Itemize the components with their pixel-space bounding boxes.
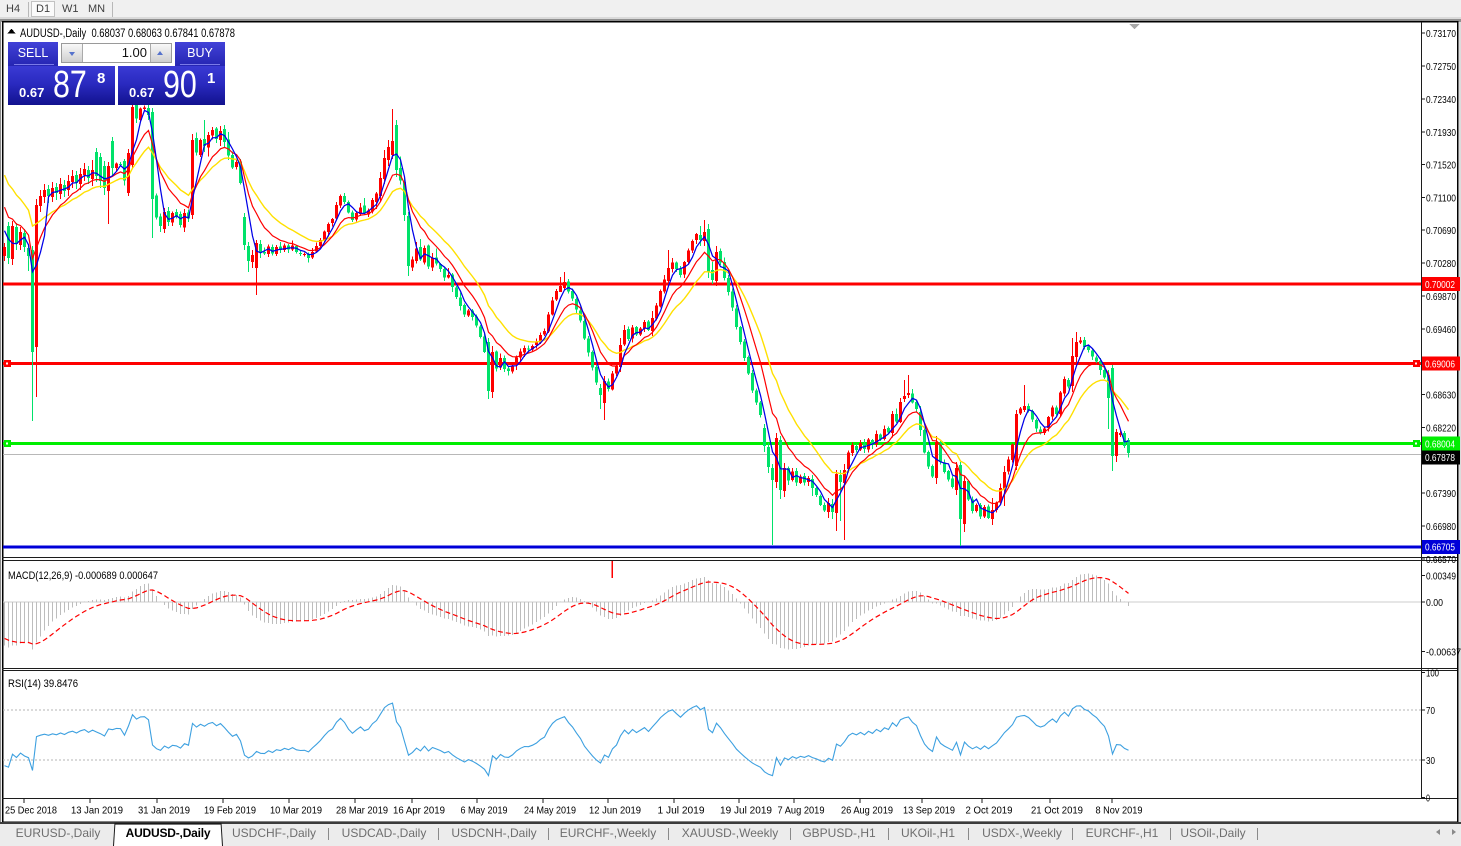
svg-text:0.00349: 0.00349	[1426, 570, 1456, 582]
svg-text:19 Feb 2019: 19 Feb 2019	[204, 805, 256, 817]
svg-text:25 Dec 2018: 25 Dec 2018	[5, 805, 57, 817]
svg-text:0.70002: 0.70002	[1425, 279, 1455, 291]
svg-text:0.67878: 0.67878	[1425, 452, 1455, 464]
svg-text:0.67390: 0.67390	[1426, 488, 1456, 500]
svg-text:RSI(14) 39.8476: RSI(14) 39.8476	[8, 678, 78, 690]
svg-text:0.71930: 0.71930	[1426, 127, 1456, 139]
svg-text:28 Mar 2019: 28 Mar 2019	[336, 805, 388, 817]
svg-text:13 Sep 2019: 13 Sep 2019	[903, 805, 955, 817]
svg-text:0.72750: 0.72750	[1426, 61, 1456, 73]
svg-text:10 Mar 2019: 10 Mar 2019	[270, 805, 322, 817]
svg-text:0.68630: 0.68630	[1426, 389, 1456, 401]
svg-text:100: 100	[1426, 667, 1439, 679]
svg-text:7 Aug 2019: 7 Aug 2019	[778, 805, 825, 817]
svg-text:19 Jul 2019: 19 Jul 2019	[720, 805, 772, 817]
svg-text:MACD(12,26,9) -0.000689 0.0006: MACD(12,26,9) -0.000689 0.000647	[8, 570, 158, 582]
svg-text:6 May 2019: 6 May 2019	[461, 805, 508, 817]
svg-text:0.69870: 0.69870	[1426, 291, 1456, 303]
svg-text:16 Apr 2019: 16 Apr 2019	[393, 805, 445, 817]
svg-text:0.66570: 0.66570	[1426, 554, 1456, 566]
svg-text:31 Jan 2019: 31 Jan 2019	[138, 805, 190, 817]
svg-text:0.69460: 0.69460	[1426, 324, 1456, 336]
svg-text:70: 70	[1426, 705, 1435, 717]
svg-text:0.69006: 0.69006	[1425, 358, 1455, 370]
svg-text:0.70280: 0.70280	[1426, 258, 1456, 270]
svg-text:21 Oct 2019: 21 Oct 2019	[1031, 805, 1083, 817]
svg-text:0.00: 0.00	[1426, 597, 1443, 609]
svg-text:AUDUSD-,Daily 0.68037 0.68063: AUDUSD-,Daily 0.68037 0.68063 0.67841 0.…	[20, 28, 235, 40]
svg-text:0.71520: 0.71520	[1426, 159, 1456, 171]
svg-text:0.70690: 0.70690	[1426, 225, 1456, 237]
svg-text:13 Jan 2019: 13 Jan 2019	[71, 805, 123, 817]
svg-text:0: 0	[1426, 792, 1430, 804]
svg-text:0.68004: 0.68004	[1425, 438, 1455, 450]
svg-text:0.73170: 0.73170	[1426, 28, 1456, 40]
svg-text:0.66980: 0.66980	[1426, 521, 1456, 533]
svg-text:30: 30	[1426, 755, 1435, 767]
svg-text:-0.00637: -0.00637	[1426, 646, 1461, 658]
svg-text:1 Jul 2019: 1 Jul 2019	[658, 805, 705, 817]
svg-text:26 Aug 2019: 26 Aug 2019	[841, 805, 893, 817]
svg-text:0.71100: 0.71100	[1426, 192, 1456, 204]
svg-text:2 Oct 2019: 2 Oct 2019	[966, 805, 1013, 817]
svg-text:24 May 2019: 24 May 2019	[524, 805, 576, 817]
svg-text:0.68220: 0.68220	[1426, 422, 1456, 434]
svg-text:0.66705: 0.66705	[1425, 542, 1455, 554]
svg-text:0.72340: 0.72340	[1426, 94, 1456, 106]
svg-text:8 Nov 2019: 8 Nov 2019	[1096, 805, 1143, 817]
svg-text:12 Jun 2019: 12 Jun 2019	[589, 805, 641, 817]
